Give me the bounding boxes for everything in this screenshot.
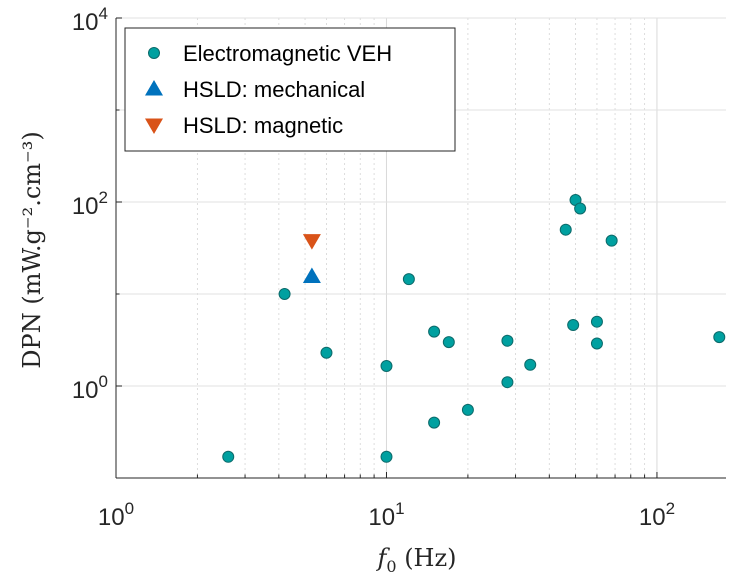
data-point xyxy=(302,267,321,283)
data-point xyxy=(402,273,415,286)
data-point xyxy=(605,234,618,247)
data-point xyxy=(461,403,474,416)
data-point xyxy=(590,315,603,328)
x-tick-label: 100 xyxy=(98,499,134,531)
data-point xyxy=(713,331,726,344)
data-point xyxy=(559,223,572,236)
legend-label: HSLD: magnetic xyxy=(183,113,343,138)
y-tick-label: 104 xyxy=(72,4,108,36)
y-axis-label: DPN (mW.g⁻².cm⁻³) xyxy=(18,131,46,368)
legend-marker xyxy=(148,47,160,59)
x-axis-label: f0 (Hz) xyxy=(375,544,456,576)
x-axis-label-subscript: 0 xyxy=(386,557,396,576)
axes: 100 101 102 100 102 104 xyxy=(72,4,726,531)
data-point xyxy=(501,376,514,389)
data-point xyxy=(302,234,321,250)
legend-marker xyxy=(145,80,163,96)
data-point xyxy=(222,450,235,463)
data-point xyxy=(278,288,291,300)
y-tick-label: 102 xyxy=(72,188,108,220)
legend-label: Electromagnetic VEH xyxy=(183,41,392,66)
data-point xyxy=(320,346,333,359)
legend-label: HSLD: mechanical xyxy=(183,77,365,102)
series-0 xyxy=(222,194,726,463)
data-point xyxy=(442,336,455,349)
legend-marker xyxy=(145,118,163,134)
x-tick-label: 101 xyxy=(368,499,404,531)
data-point xyxy=(567,319,580,332)
data-points xyxy=(222,194,726,463)
data-point xyxy=(574,202,587,215)
x-axis-label-unit: (Hz) xyxy=(397,544,457,572)
data-point xyxy=(380,450,393,463)
svg-text:f0 (Hz): f0 (Hz) xyxy=(375,544,456,576)
series-1 xyxy=(302,267,321,283)
data-point xyxy=(380,359,393,372)
data-point xyxy=(590,337,603,350)
legend: Electromagnetic VEH HSLD: mechanical HSLD:… xyxy=(124,27,456,152)
data-point xyxy=(524,358,537,371)
y-tick-label: 100 xyxy=(72,372,108,404)
legend-box xyxy=(124,27,456,152)
series-2 xyxy=(302,234,321,250)
data-point xyxy=(428,325,441,338)
x-tick-label: 102 xyxy=(639,499,675,531)
data-point xyxy=(501,334,514,347)
data-point xyxy=(428,416,441,429)
